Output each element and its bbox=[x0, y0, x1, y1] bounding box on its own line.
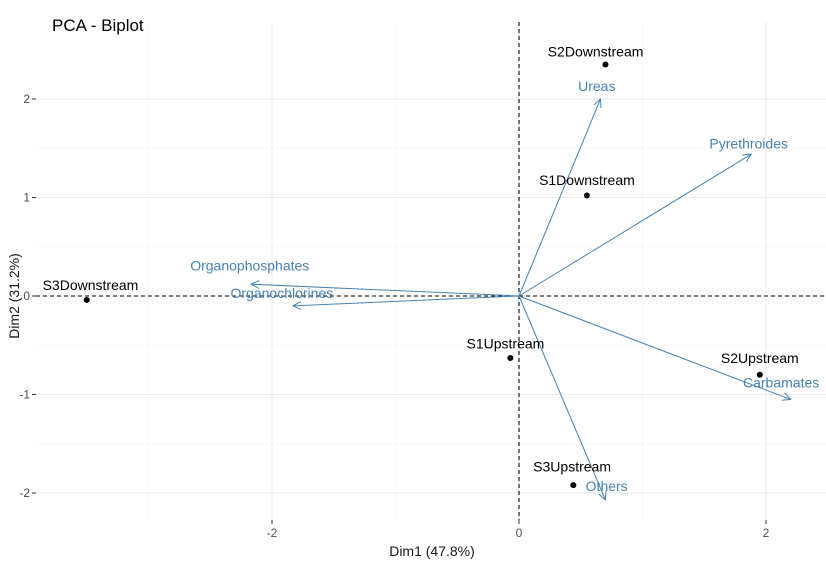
variable-label: Others bbox=[586, 478, 628, 494]
x-tick-label: 2 bbox=[763, 526, 770, 540]
y-tick-label: 1 bbox=[23, 191, 30, 205]
data-point bbox=[602, 61, 609, 68]
chart-title: PCA - Biplot bbox=[52, 16, 144, 35]
point-label: S2Downstream bbox=[548, 44, 644, 60]
arrow-line bbox=[518, 295, 606, 501]
y-tick-label: -2 bbox=[19, 486, 30, 500]
individual-points: S1Downstream S2Downstream S3Downstream S1Up… bbox=[43, 44, 799, 489]
data-point bbox=[507, 355, 514, 362]
data-point bbox=[83, 296, 90, 303]
arrow-line bbox=[518, 295, 791, 400]
data-point bbox=[570, 482, 577, 489]
arrow-head bbox=[593, 97, 602, 109]
x-tick-label: 0 bbox=[516, 526, 523, 540]
data-point bbox=[583, 192, 590, 199]
x-tick-label: -2 bbox=[267, 526, 278, 540]
grid bbox=[36, 22, 826, 520]
variable-label: Carbamates bbox=[743, 375, 819, 391]
y-tick-label: 2 bbox=[23, 92, 30, 106]
arrow-head bbox=[249, 280, 260, 289]
variable-arrows: Ureas Pyrethroides Organophosphates Organoc… bbox=[190, 78, 819, 501]
y-axis-title: Dim2 (31.2%) bbox=[6, 253, 22, 339]
arrow-head bbox=[598, 490, 607, 501]
arrow-head bbox=[781, 392, 792, 401]
point-label: S3Downstream bbox=[43, 277, 139, 293]
x-axis-title: Dim1 (47.8%) bbox=[389, 543, 475, 559]
axis-ticks: -2 0 2 -2 -1 0 1 2 bbox=[19, 92, 769, 540]
origin-lines bbox=[36, 22, 826, 520]
arrow-line bbox=[292, 295, 520, 307]
arrow-line bbox=[518, 98, 601, 297]
point-label: S1Upstream bbox=[467, 335, 545, 351]
point-label: S1Downstream bbox=[539, 172, 635, 188]
y-tick-label: -1 bbox=[19, 388, 30, 402]
variable-label: Organochlorines bbox=[231, 285, 334, 301]
point-label: S2Upstream bbox=[721, 350, 799, 366]
variable-label: Pyrethroides bbox=[709, 135, 788, 151]
y-tick-label: 0 bbox=[23, 289, 30, 303]
variable-label: Ureas bbox=[578, 78, 615, 94]
arrow-head bbox=[742, 153, 753, 162]
arrow-line bbox=[518, 153, 752, 297]
variable-label: Organophosphates bbox=[190, 257, 309, 273]
arrow-head bbox=[291, 301, 302, 310]
point-label: S3Upstream bbox=[533, 458, 611, 474]
data-point bbox=[756, 371, 763, 378]
arrow-line bbox=[250, 283, 520, 297]
